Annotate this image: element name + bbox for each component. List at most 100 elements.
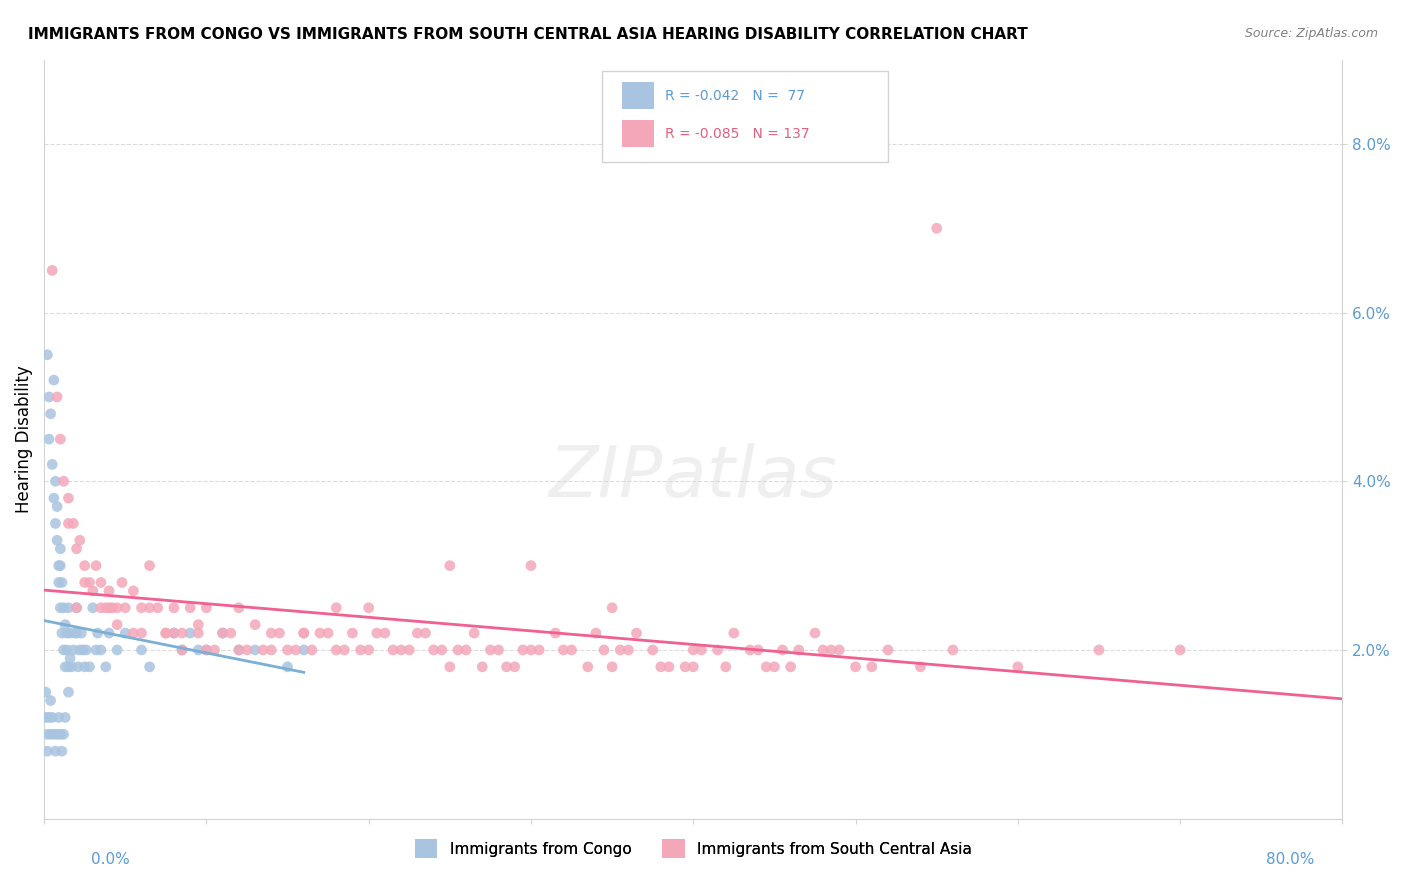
Point [52,643,75,657]
Point [98,626,121,640]
Point [79,575,101,590]
Point [820,643,842,657]
Point [62,516,84,531]
Point [714,660,737,674]
Text: IMMIGRANTS FROM CONGO VS IMMIGRANTS FROM SOUTH CENTRAL ASIA HEARING DISABILITY C: IMMIGRANTS FROM CONGO VS IMMIGRANTS FROM… [28,27,1028,42]
Point [600,660,623,674]
Point [131,600,153,615]
Point [527,643,550,657]
Point [585,626,607,640]
Point [553,643,575,657]
Point [38,390,60,404]
Point [44,475,66,489]
Point [65,541,87,556]
Point [65,600,87,615]
Point [39,693,62,707]
Point [84,643,107,657]
Point [690,643,713,657]
Point [52,727,75,741]
Point [48,710,70,724]
Point [1088,643,1111,657]
Point [382,643,405,657]
Point [195,600,218,615]
Bar [621,82,654,109]
Point [155,626,177,640]
Point [349,643,371,657]
Point [56,626,79,640]
Point [98,583,121,598]
Point [292,643,315,657]
Point [228,643,250,657]
Point [316,626,339,640]
Point [146,600,169,615]
Point [738,643,761,657]
Point [58,516,80,531]
Point [641,643,664,657]
Point [342,626,364,640]
Point [277,643,299,657]
Point [62,643,84,657]
Point [479,643,502,657]
Point [544,626,567,640]
Legend: Immigrants from Congo, Immigrants from South Central Asia: Immigrants from Congo, Immigrants from S… [408,833,979,864]
Point [236,643,259,657]
Point [46,727,69,741]
Point [114,626,136,640]
Text: Source: ZipAtlas.com: Source: ZipAtlas.com [1244,27,1378,40]
Point [187,626,209,640]
Point [811,643,834,657]
Point [471,660,494,674]
Point [430,643,453,657]
Point [49,432,72,446]
Point [111,575,134,590]
Point [626,626,648,640]
Point [463,626,485,640]
Point [41,263,63,277]
Point [49,600,72,615]
Point [105,600,128,615]
Point [63,626,86,640]
Point [195,643,218,657]
Point [309,626,332,640]
Point [48,575,70,590]
Point [593,643,616,657]
Y-axis label: Hearing Disability: Hearing Disability [15,365,32,513]
Point [406,626,429,640]
Point [51,626,73,640]
Point [58,491,80,505]
Point [600,600,623,615]
Point [333,643,356,657]
Point [325,643,347,657]
Point [38,432,60,446]
Point [38,710,60,724]
Point [58,600,80,615]
Text: R = -0.042   N =  77: R = -0.042 N = 77 [665,89,804,103]
Point [41,710,63,724]
Point [37,744,59,758]
Point [105,643,128,657]
Point [65,626,87,640]
Point [82,583,104,598]
Point [101,600,124,615]
Point [79,660,101,674]
Point [51,744,73,758]
Point [439,558,461,573]
Point [67,660,90,674]
Point [39,407,62,421]
Point [325,600,347,615]
Point [86,626,108,640]
Point [292,626,315,640]
Point [49,727,72,741]
Point [357,600,380,615]
Point [90,600,112,615]
Point [163,626,186,640]
Point [42,727,65,741]
Point [52,475,75,489]
Point [366,626,388,640]
Point [357,643,380,657]
Point [35,710,58,724]
Bar [621,120,654,147]
Point [53,617,76,632]
Point [779,660,801,674]
Point [90,575,112,590]
